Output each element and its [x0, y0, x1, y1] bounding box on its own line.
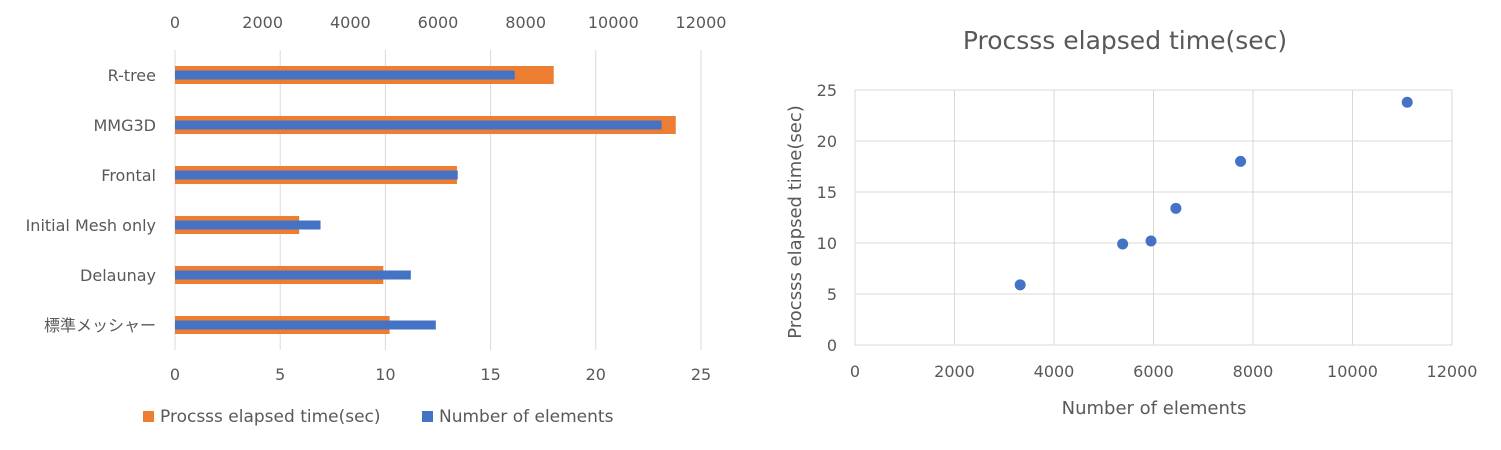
bar-category-label: R-tree [108, 66, 156, 85]
scatter-x-axis-ticks: 0 2000 4000 6000 8000 10000 12000 [850, 362, 1478, 381]
bar-elements [175, 120, 662, 130]
bar-bottom-tick-label: 5 [275, 365, 285, 384]
scatter-x-tick-label: 12000 [1427, 362, 1478, 381]
legend-swatch-time [143, 411, 154, 422]
scatter-chart: Procsss elapsed time(sec) 0 2000 4000 6000 8… [785, 26, 1477, 419]
scatter-x-axis-title: Number of elements [1062, 398, 1247, 419]
bar-bottom-tick-label: 15 [480, 365, 500, 384]
bar-category-label: Initial Mesh only [26, 216, 156, 235]
scatter-y-axis-title: Procsss elapsed time(sec) [785, 105, 806, 339]
bar-elements [175, 320, 436, 330]
scatter-x-tick-label: 0 [850, 362, 860, 381]
scatter-x-tick-label: 4000 [1034, 362, 1075, 381]
bar-elements [175, 170, 458, 180]
scatter-y-tick-label: 15 [817, 183, 837, 202]
bar-bottom-axis-ticks: 0 5 10 15 20 25 [170, 365, 711, 384]
scatter-x-tick-label: 2000 [934, 362, 975, 381]
bar-category-label: MMG3D [93, 116, 156, 135]
scatter-point [1235, 155, 1247, 167]
bar-elements [175, 70, 515, 80]
scatter-gridlines [854, 89, 1453, 346]
legend-label-elements: Number of elements [439, 407, 614, 427]
bar-top-tick-label: 8000 [505, 13, 546, 32]
bar-top-tick-label: 4000 [330, 13, 371, 32]
bar-top-tick-label: 0 [170, 13, 180, 32]
scatter-y-tick-label: 25 [817, 81, 837, 100]
bar-top-axis-ticks: 0 2000 4000 6000 8000 10000 12000 [170, 13, 727, 32]
scatter-points [1014, 96, 1413, 291]
scatter-y-axis-ticks: 0 5 10 15 20 25 [817, 81, 837, 355]
scatter-y-tick-label: 10 [817, 234, 837, 253]
bar-bottom-tick-label: 20 [586, 365, 606, 384]
bar-elements [175, 270, 411, 280]
bar-category-labels: R-tree MMG3D Frontal Initial Mesh only Delau… [26, 66, 156, 335]
bar-top-tick-label: 6000 [418, 13, 459, 32]
legend-label-time: Procsss elapsed time(sec) [160, 407, 381, 427]
scatter-x-tick-label: 10000 [1327, 362, 1378, 381]
scatter-y-tick-label: 5 [827, 285, 837, 304]
bar-chart: 0 2000 4000 6000 8000 10000 12000 0 5 10 15 20 25 R… [26, 13, 727, 427]
legend-swatch-elements [422, 411, 433, 422]
bar-category-label: Frontal [101, 166, 156, 185]
bar-category-label: 標準メッシャー [44, 316, 156, 335]
bar-top-tick-label: 2000 [242, 13, 283, 32]
scatter-y-tick-label: 20 [817, 132, 837, 151]
bar-category-label: Delaunay [80, 266, 156, 285]
scatter-point [1014, 279, 1026, 291]
bar-legend: Procsss elapsed time(sec) Number of elem… [143, 407, 614, 427]
bar-bottom-tick-label: 25 [691, 365, 711, 384]
scatter-point [1170, 202, 1182, 214]
bar-bottom-tick-label: 10 [375, 365, 395, 384]
scatter-x-tick-label: 6000 [1133, 362, 1174, 381]
scatter-point [1401, 96, 1413, 108]
bar-top-tick-label: 10000 [588, 13, 639, 32]
bar-elements [175, 220, 321, 230]
scatter-point [1117, 238, 1129, 250]
scatter-y-tick-label: 0 [827, 336, 837, 355]
scatter-point [1145, 235, 1157, 247]
scatter-x-tick-label: 8000 [1233, 362, 1274, 381]
bar-bottom-tick-label: 0 [170, 365, 180, 384]
bar-top-tick-label: 12000 [676, 13, 727, 32]
bar-gridlines [174, 50, 702, 350]
bar-bars [175, 66, 676, 334]
scatter-title: Procsss elapsed time(sec) [963, 26, 1287, 55]
